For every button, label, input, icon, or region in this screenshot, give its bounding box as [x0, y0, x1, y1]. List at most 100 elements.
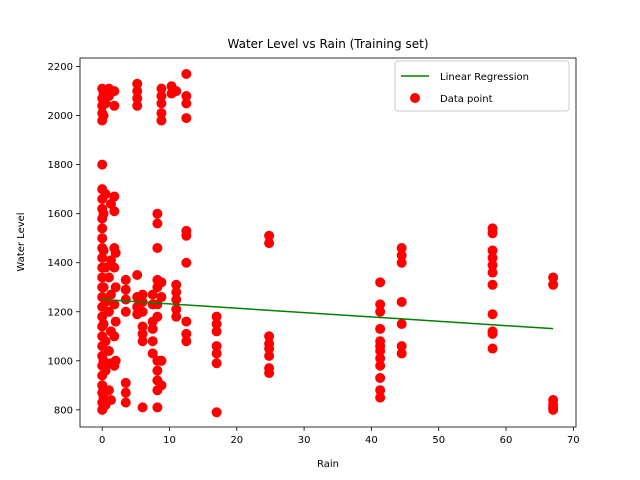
data-point — [264, 338, 275, 349]
data-point — [147, 348, 158, 359]
data-point — [181, 336, 192, 347]
x-tick-label: 60 — [500, 435, 513, 446]
data-point — [211, 341, 222, 352]
data-point — [171, 311, 182, 322]
data-point — [171, 287, 182, 298]
data-point — [211, 348, 222, 359]
x-tick-label: 10 — [163, 435, 176, 446]
data-point — [100, 336, 111, 347]
y-tick-label: 800 — [54, 405, 73, 416]
data-point — [181, 328, 192, 339]
data-point — [396, 243, 407, 254]
data-point — [211, 358, 222, 369]
legend-point-swatch — [410, 93, 420, 103]
data-point — [98, 110, 109, 121]
data-point — [152, 208, 163, 219]
data-point — [396, 250, 407, 261]
data-point — [109, 86, 120, 97]
data-point — [211, 407, 222, 418]
data-point — [137, 321, 148, 332]
data-point — [120, 284, 131, 295]
y-tick-label: 2000 — [48, 111, 73, 122]
data-point — [181, 68, 192, 79]
data-point — [132, 100, 143, 111]
data-point — [487, 309, 498, 320]
x-tick-label: 40 — [365, 435, 378, 446]
data-point — [171, 304, 182, 315]
data-point — [120, 397, 131, 408]
data-point — [487, 223, 498, 234]
data-point — [548, 272, 559, 283]
data-point — [105, 289, 116, 300]
data-point — [181, 257, 192, 268]
data-point — [152, 402, 163, 413]
data-point — [487, 252, 498, 263]
data-point — [156, 277, 167, 288]
y-tick-label: 1000 — [48, 356, 73, 367]
data-point — [181, 91, 192, 101]
data-point — [109, 206, 120, 217]
data-point — [103, 385, 114, 396]
data-point — [156, 292, 167, 303]
data-point — [132, 78, 143, 89]
data-point — [147, 323, 158, 334]
data-point — [181, 316, 192, 327]
y-tick-label: 1200 — [48, 307, 73, 318]
data-point — [152, 218, 163, 229]
data-point — [109, 100, 120, 111]
data-point — [548, 279, 559, 290]
y-tick-label: 1800 — [48, 160, 73, 171]
x-tick-label: 0 — [99, 435, 105, 446]
data-point — [98, 245, 109, 256]
data-point — [264, 350, 275, 361]
data-point — [109, 191, 120, 202]
data-point — [375, 353, 386, 364]
data-point — [264, 363, 275, 374]
data-point — [110, 247, 121, 258]
data-point — [152, 311, 163, 322]
data-point — [487, 267, 498, 278]
data-point — [98, 319, 109, 330]
data-point — [103, 345, 114, 356]
data-point — [487, 279, 498, 290]
chart-title: Water Level vs Rain (Training set) — [228, 37, 429, 51]
data-point — [110, 316, 121, 327]
regression-line — [102, 298, 554, 330]
data-point — [156, 380, 167, 391]
x-tick-label: 50 — [432, 435, 445, 446]
data-point — [156, 115, 167, 126]
data-point — [97, 233, 108, 244]
axes: 0 10 20 30 40 50 60 70 800 1000 1200 1400 1600 1800 20… — [48, 57, 580, 446]
data-point — [375, 299, 386, 310]
y-axis-label: Water Level — [16, 212, 27, 271]
data-point — [120, 294, 131, 305]
data-point — [137, 328, 148, 339]
data-point — [156, 98, 167, 109]
data-point — [132, 269, 143, 280]
data-point — [103, 306, 114, 317]
data-point — [211, 319, 222, 330]
data-point — [396, 257, 407, 268]
data-point — [181, 113, 192, 124]
data-point — [396, 348, 407, 359]
data-point — [137, 402, 148, 413]
data-point — [110, 282, 121, 293]
data-point — [132, 93, 143, 104]
data-point — [97, 223, 108, 234]
x-tick-label: 20 — [230, 435, 243, 446]
data-point — [487, 326, 498, 337]
data-point — [109, 331, 120, 342]
data-point — [396, 319, 407, 330]
legend-label-points: Data point — [440, 94, 493, 105]
data-point — [181, 225, 192, 236]
data-point — [103, 272, 114, 283]
data-point — [105, 395, 116, 406]
data-point — [375, 385, 386, 396]
data-point — [97, 159, 108, 170]
data-point — [137, 336, 148, 347]
y-tick-label: 1400 — [48, 258, 73, 269]
data-point — [109, 299, 120, 310]
data-point — [156, 83, 167, 94]
data-point — [375, 306, 386, 317]
data-point — [120, 274, 131, 285]
